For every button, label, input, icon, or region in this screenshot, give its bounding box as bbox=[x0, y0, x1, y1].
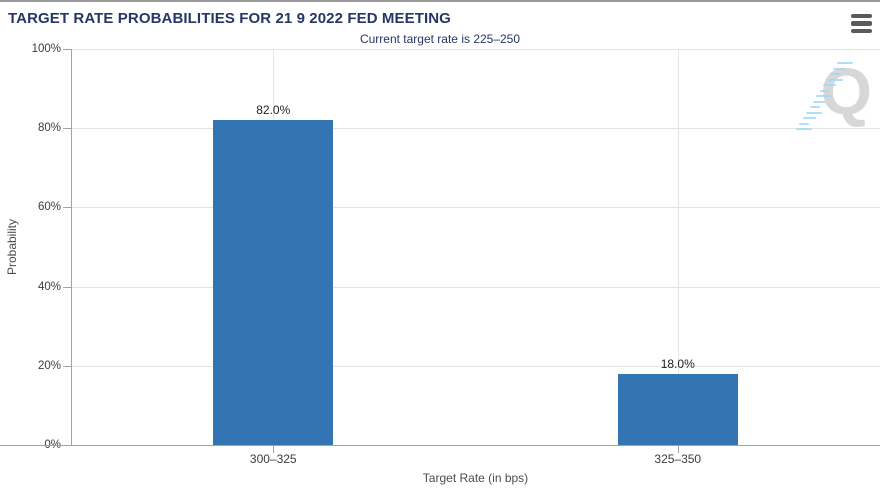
bar bbox=[617, 373, 738, 445]
menu-bar bbox=[851, 14, 872, 19]
menu-bar bbox=[851, 28, 872, 33]
bar-value-label: 82.0% bbox=[256, 103, 291, 118]
h-gridline bbox=[71, 49, 880, 50]
menu-bar bbox=[851, 21, 872, 26]
y-tick-label: 40% bbox=[37, 280, 61, 293]
y-tick-mark bbox=[63, 128, 71, 130]
x-category-label: 325–350 bbox=[654, 452, 702, 466]
y-tick-label: 60% bbox=[37, 201, 61, 214]
x-axis-line bbox=[0, 445, 880, 446]
y-axis-line bbox=[71, 49, 72, 445]
x-category-label: 300–325 bbox=[249, 452, 297, 466]
menu-icon[interactable] bbox=[851, 14, 873, 33]
x-tick-mark bbox=[273, 445, 275, 453]
y-tick-mark bbox=[63, 286, 71, 288]
y-tick-mark bbox=[63, 207, 71, 209]
chart-title: TARGET RATE PROBABILITIES FOR 21 9 2022 … bbox=[8, 10, 451, 27]
y-tick-label: 80% bbox=[37, 122, 61, 135]
bar bbox=[213, 120, 334, 445]
v-gridline bbox=[677, 49, 679, 445]
y-tick-mark bbox=[63, 49, 71, 50]
h-gridline bbox=[71, 365, 880, 367]
y-tick-mark bbox=[63, 365, 71, 367]
h-gridline bbox=[71, 207, 880, 209]
x-axis-title: Target Rate (in bps) bbox=[422, 471, 529, 485]
h-gridline bbox=[71, 128, 880, 130]
chart-subtitle: Current target rate is 225–250 bbox=[359, 32, 521, 46]
bar-value-label: 18.0% bbox=[660, 356, 695, 371]
x-tick-mark bbox=[677, 445, 679, 453]
h-gridline bbox=[71, 286, 880, 288]
y-axis-title: Probability bbox=[5, 218, 19, 276]
y-tick-label: 100% bbox=[31, 43, 61, 55]
y-tick-label: 20% bbox=[37, 359, 61, 372]
